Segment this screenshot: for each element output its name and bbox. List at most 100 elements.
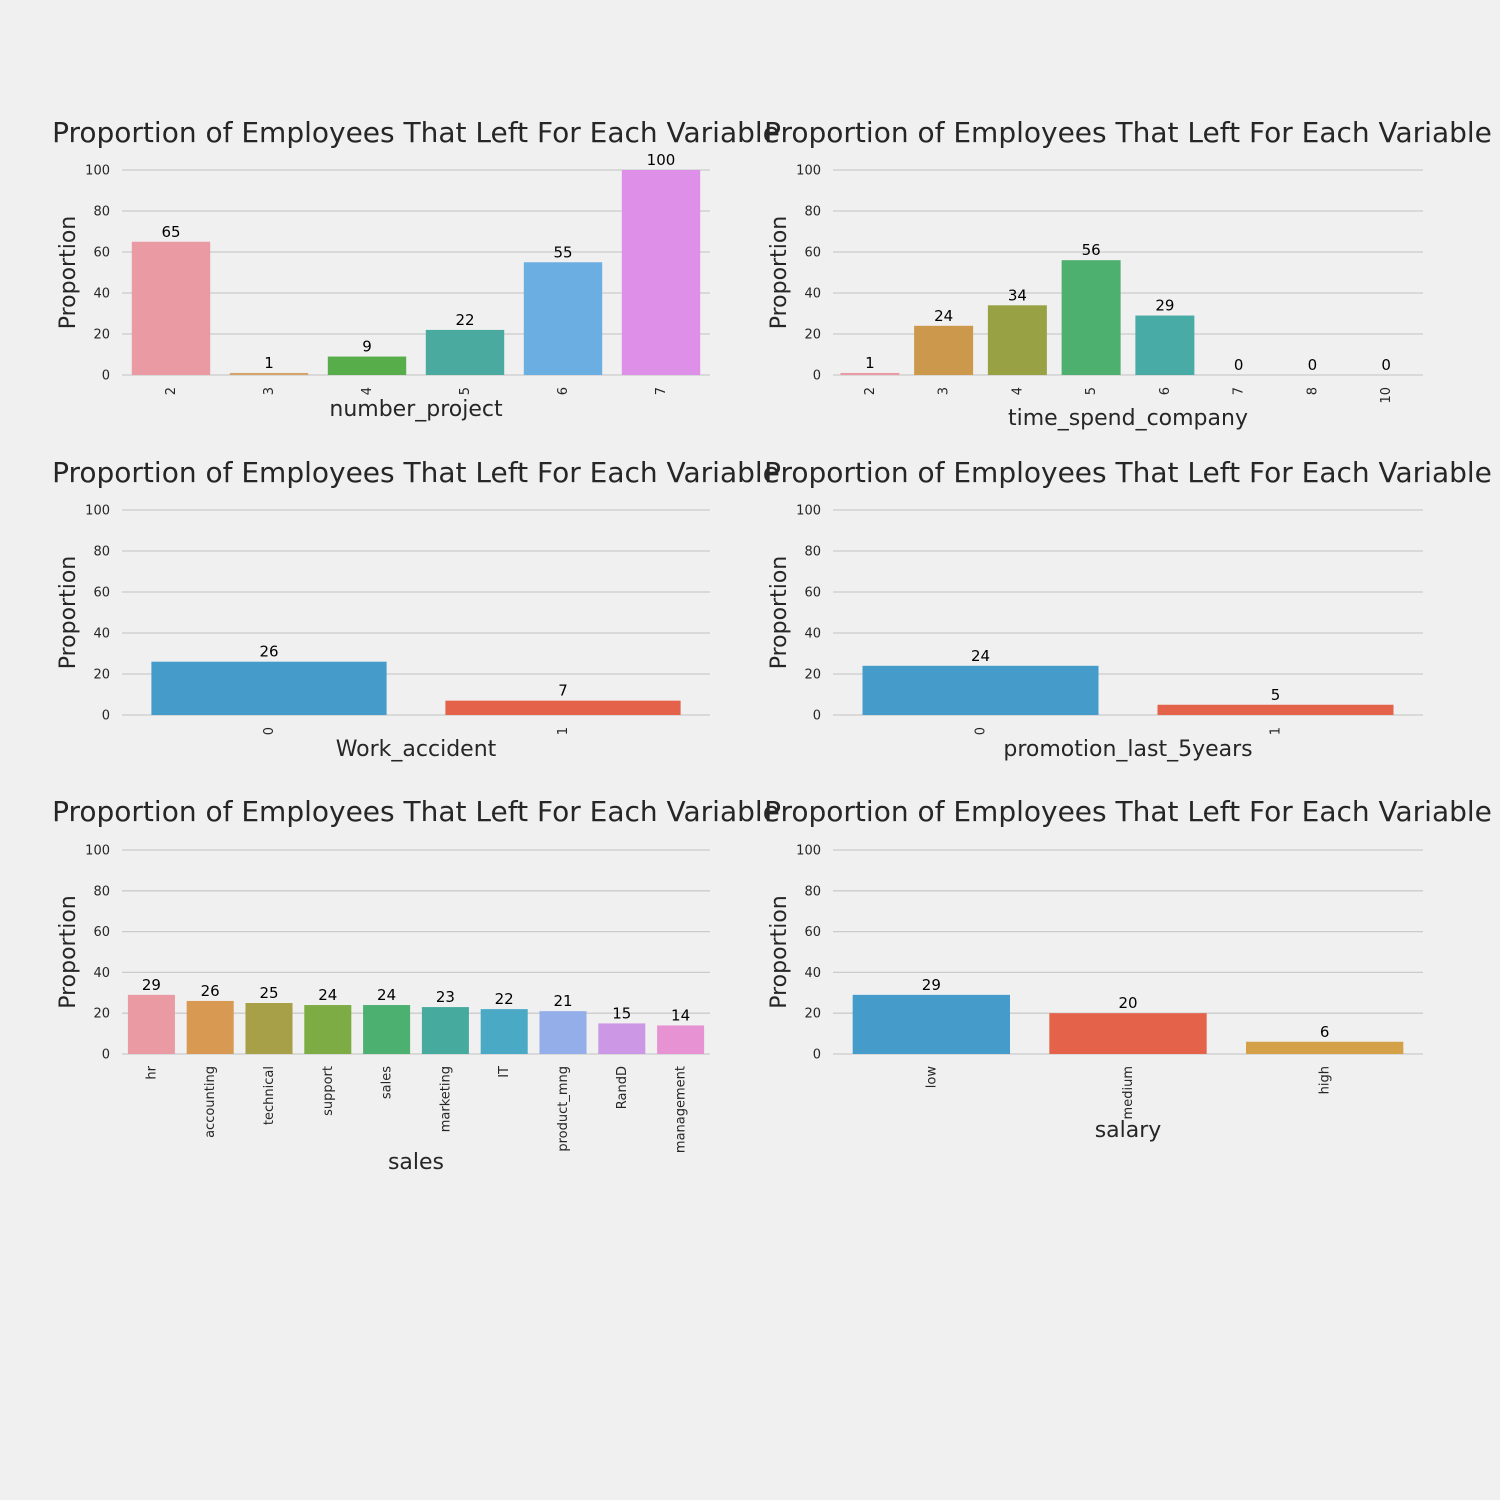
- bar-5: [1061, 260, 1121, 375]
- y-tick-label: 80: [804, 884, 821, 899]
- x-tick-label: 0: [974, 727, 989, 735]
- x-tick-label: 1: [1269, 727, 1284, 735]
- data-label: 15: [612, 1004, 631, 1022]
- bar-0: [151, 661, 387, 715]
- x-tick-label: 8: [1305, 387, 1320, 395]
- x-tick-label: 7: [654, 387, 669, 395]
- y-tick-label: 40: [804, 966, 821, 981]
- y-tick-label: 20: [93, 328, 110, 343]
- x-axis-title: number_project: [329, 397, 503, 422]
- x-tick-label: 10: [1379, 387, 1394, 404]
- x-tick-label: RandD: [615, 1066, 630, 1109]
- x-tick-label: 3: [262, 387, 277, 395]
- y-tick-label: 0: [102, 709, 110, 724]
- x-tick-label: sales: [380, 1066, 395, 1099]
- bar-sales: [363, 1005, 411, 1054]
- x-tick-label: 4: [360, 387, 375, 395]
- y-axis-title: Proportion: [56, 895, 81, 1009]
- y-axis-title: Proportion: [767, 895, 792, 1009]
- data-label: 22: [495, 990, 514, 1008]
- data-label: 29: [922, 976, 941, 994]
- y-tick-label: 40: [804, 287, 821, 302]
- bar-2: [840, 372, 900, 375]
- y-tick-label: 80: [93, 545, 110, 560]
- y-axis-title: Proportion: [767, 556, 792, 670]
- bar-technical: [245, 1003, 293, 1054]
- y-tick-label: 0: [102, 369, 110, 384]
- bar-product_mng: [539, 1011, 587, 1054]
- bar-1: [445, 700, 681, 715]
- bar-hr: [127, 994, 175, 1054]
- data-label: 14: [671, 1006, 690, 1024]
- bar-4: [327, 356, 407, 375]
- bar-3: [229, 372, 309, 375]
- chart-title: Proportion of Employees That Left For Ea…: [764, 456, 1492, 489]
- y-tick-label: 0: [813, 709, 821, 724]
- y-tick-label: 80: [804, 545, 821, 560]
- data-label: 55: [553, 243, 572, 261]
- data-label: 25: [259, 984, 278, 1002]
- bar-0: [862, 665, 1099, 715]
- x-tick-label: support: [321, 1066, 336, 1116]
- x-tick-label: high: [1318, 1066, 1333, 1094]
- x-tick-label: accounting: [203, 1066, 218, 1138]
- y-tick-label: 0: [102, 1048, 110, 1063]
- chart-panel-4: 0 20 40 60 80 100 24 0 5 1 Proportion of Employees…: [764, 456, 1492, 762]
- y-tick-label: 20: [804, 1007, 821, 1022]
- data-label: 26: [201, 982, 220, 1000]
- x-tick-label: 5: [1084, 387, 1099, 395]
- data-label: 5: [1271, 686, 1281, 704]
- data-label: 34: [1008, 286, 1027, 304]
- y-tick-label: 60: [93, 586, 110, 601]
- y-tick-label: 20: [93, 668, 110, 683]
- bar-3: [914, 325, 974, 375]
- chart-title: Proportion of Employees That Left For Ea…: [52, 456, 780, 489]
- bar-marketing: [421, 1007, 469, 1054]
- y-tick-label: 100: [85, 504, 110, 519]
- x-tick-label: 4: [1010, 387, 1025, 395]
- data-label: 65: [161, 223, 180, 241]
- y-tick-label: 40: [93, 627, 110, 642]
- y-tick-label: 20: [804, 328, 821, 343]
- x-tick-label: 6: [556, 387, 571, 395]
- y-tick-label: 60: [93, 925, 110, 940]
- data-label: 21: [553, 992, 572, 1010]
- x-tick-label: 2: [863, 387, 878, 395]
- data-label: 56: [1082, 241, 1101, 259]
- y-tick-label: 40: [93, 287, 110, 302]
- data-label: 1: [865, 354, 875, 372]
- y-tick-label: 100: [85, 164, 110, 179]
- bar-1: [1157, 704, 1394, 715]
- bar-medium: [1049, 1013, 1207, 1054]
- bar-RandD: [598, 1023, 646, 1054]
- x-tick-label: 2: [164, 387, 179, 395]
- x-tick-label: product_mng: [556, 1066, 571, 1152]
- data-label: 0: [1381, 356, 1391, 374]
- data-label: 6: [1320, 1023, 1330, 1041]
- bar-high: [1246, 1041, 1404, 1054]
- bar-support: [304, 1005, 352, 1054]
- y-tick-label: 100: [796, 504, 821, 519]
- bar-IT: [480, 1009, 528, 1054]
- x-tick-label: medium: [1121, 1066, 1136, 1119]
- data-label: 100: [647, 151, 676, 169]
- bar-2: [131, 241, 211, 375]
- y-tick-label: 20: [804, 668, 821, 683]
- x-axis-title: sales: [388, 1150, 444, 1175]
- data-label: 22: [455, 311, 474, 329]
- bar-6: [1135, 315, 1195, 375]
- bar-6: [523, 262, 603, 375]
- data-label: 1: [264, 354, 274, 372]
- data-label: 20: [1118, 994, 1137, 1012]
- y-tick-label: 100: [796, 844, 821, 859]
- x-tick-label: 7: [1232, 387, 1247, 395]
- data-label: 9: [362, 338, 372, 356]
- bar-5: [425, 329, 505, 375]
- x-tick-label: 5: [458, 387, 473, 395]
- bar-7: [621, 170, 701, 375]
- x-tick-label: IT: [497, 1066, 512, 1078]
- x-tick-label: management: [674, 1066, 689, 1153]
- data-label: 29: [1155, 297, 1174, 315]
- y-tick-label: 0: [813, 1048, 821, 1063]
- x-tick-label: marketing: [438, 1066, 453, 1132]
